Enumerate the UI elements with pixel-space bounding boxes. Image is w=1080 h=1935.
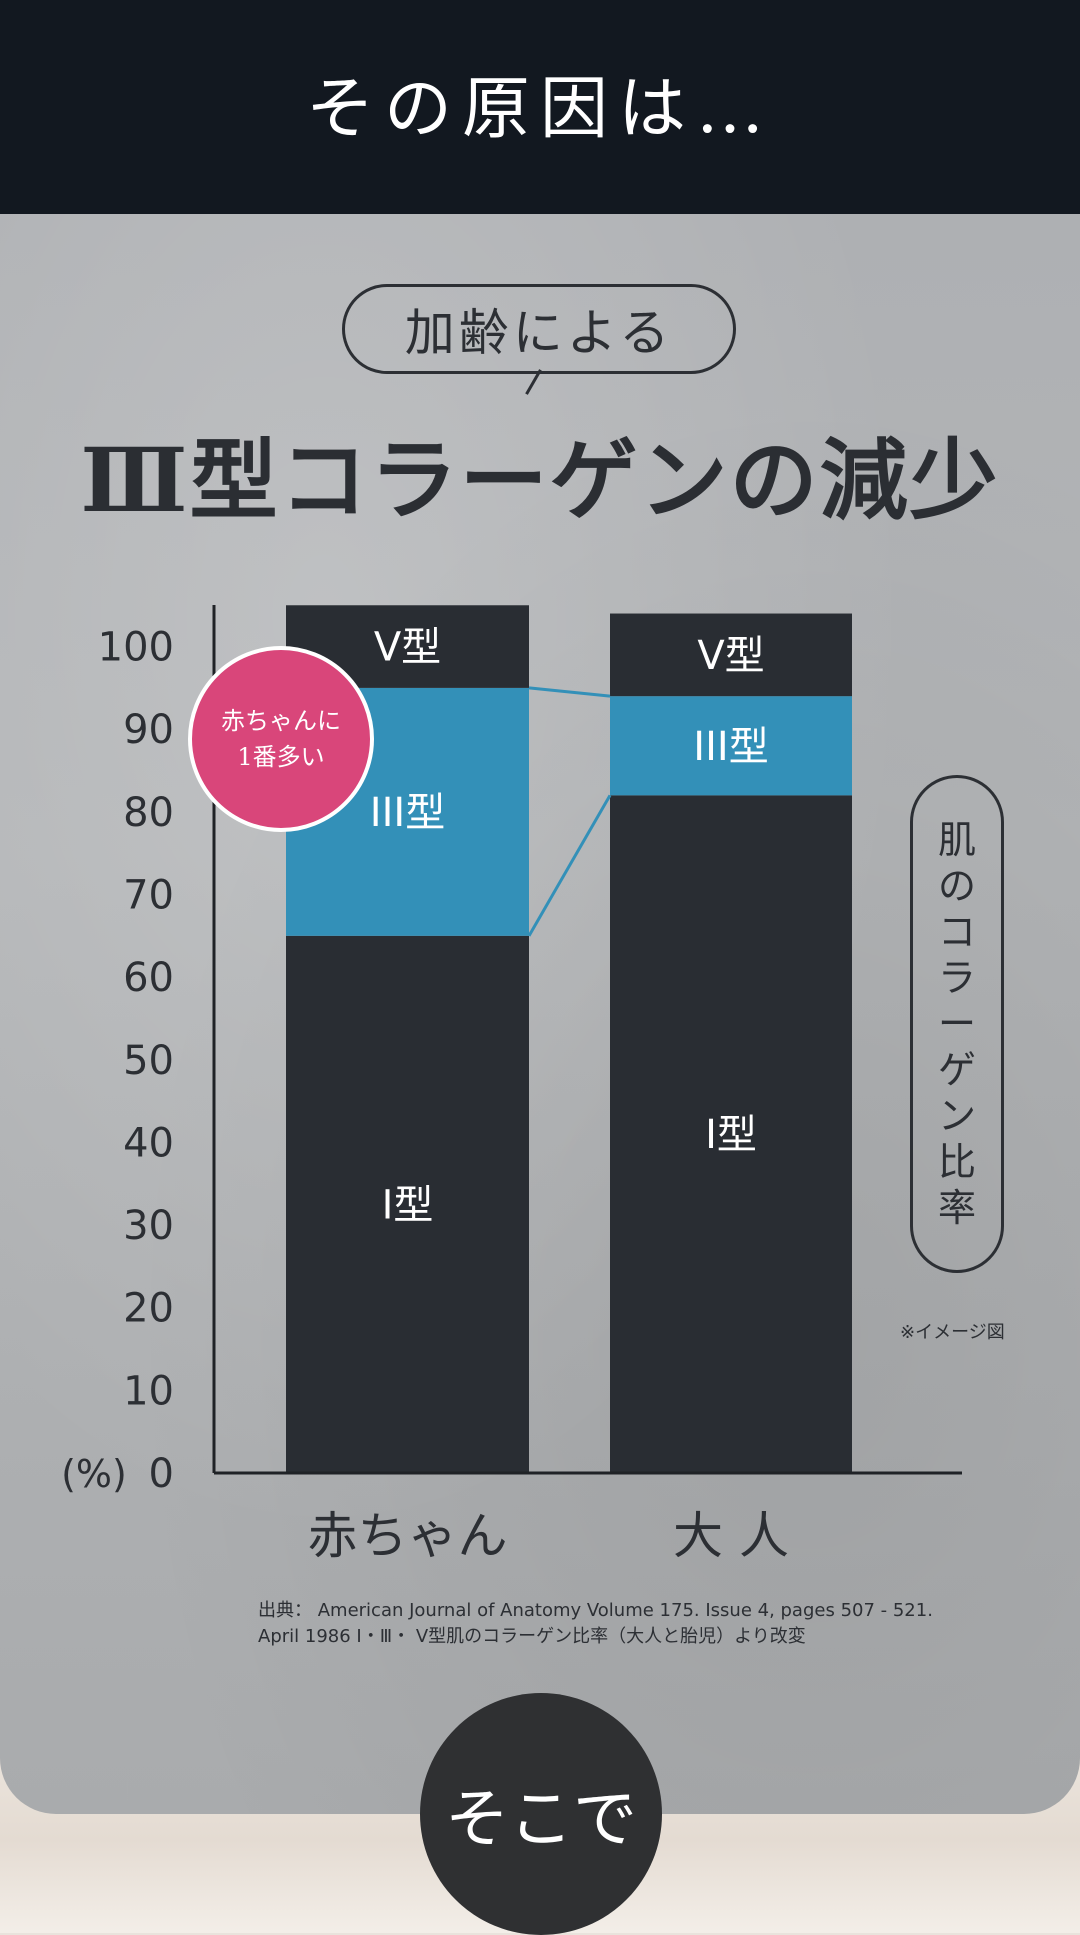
side-label-char: 率: [937, 1186, 976, 1230]
source-line-1: 出典： American Journal of Anatomy Volume 1…: [258, 1600, 933, 1621]
y-tick-label: 90: [123, 707, 174, 753]
chart-panel: [0, 214, 1080, 1814]
y-tick-label: 0: [149, 1451, 174, 1497]
side-label-char: ゲ: [937, 1048, 976, 1092]
bar-segment-label: V型: [374, 625, 441, 671]
bar-segment-label: I型: [705, 1112, 757, 1158]
header-bar: その原因は…: [0, 0, 1080, 214]
image-note: ※イメージ図: [900, 1322, 1005, 1343]
side-label-char: 比: [937, 1140, 976, 1184]
connector-line-top: [528, 686, 611, 698]
y-tick-label: 10: [123, 1368, 174, 1414]
bar-segment-1: [610, 795, 852, 1473]
bar-segment-3: [610, 613, 852, 697]
side-label-char: 肌: [937, 818, 976, 862]
source-citation: 出典： American Journal of Anatomy Volume 1…: [258, 1598, 933, 1650]
header-title: その原因は…: [305, 69, 774, 149]
y-tick-label: 80: [123, 790, 174, 836]
y-tick-label: 100: [98, 625, 174, 671]
side-label-char: ン: [937, 1094, 976, 1138]
side-label-char: ラ: [937, 956, 976, 1000]
category-label: 大 人: [673, 1507, 789, 1565]
bar-segment-2: [610, 696, 852, 796]
bar-segment-1: [286, 935, 529, 1473]
badge-line-2: 1番多い: [237, 743, 325, 771]
y-unit-label: (%): [61, 1452, 127, 1496]
y-axis-side-label: 肌のコラーゲン比率: [910, 775, 1004, 1273]
y-tick-label: 70: [123, 873, 174, 919]
connector-line-bottom: [527, 794, 612, 937]
bar-segment-label: I型: [382, 1182, 434, 1228]
y-tick-label: 40: [123, 1120, 174, 1166]
sokode-button[interactable]: そこで: [420, 1693, 662, 1935]
y-tick-label: 60: [123, 955, 174, 1001]
bar-segment-label: III型: [693, 724, 768, 770]
y-tick-label: 50: [123, 1038, 174, 1084]
main-title: Ⅲ型コラーゲンの減少: [80, 428, 1000, 532]
category-label: 赤ちゃん: [308, 1507, 508, 1565]
bar-segment-label: V型: [697, 633, 764, 679]
badge-line-1: 赤ちゃんに: [221, 707, 341, 735]
baby-highlight-badge: 赤ちゃんに 1番多い: [188, 646, 374, 832]
side-label-char: ー: [937, 1002, 976, 1046]
source-line-2: April 1986 Ⅰ・Ⅲ・ Ⅴ型肌のコラーゲン比率（大人と胎児）より改変: [258, 1626, 806, 1647]
side-label-char: コ: [937, 910, 976, 954]
y-tick-label: 30: [123, 1203, 174, 1249]
side-label-char: の: [937, 864, 976, 908]
y-tick-label: 20: [123, 1286, 174, 1332]
bar-segment-label: III型: [370, 790, 445, 836]
